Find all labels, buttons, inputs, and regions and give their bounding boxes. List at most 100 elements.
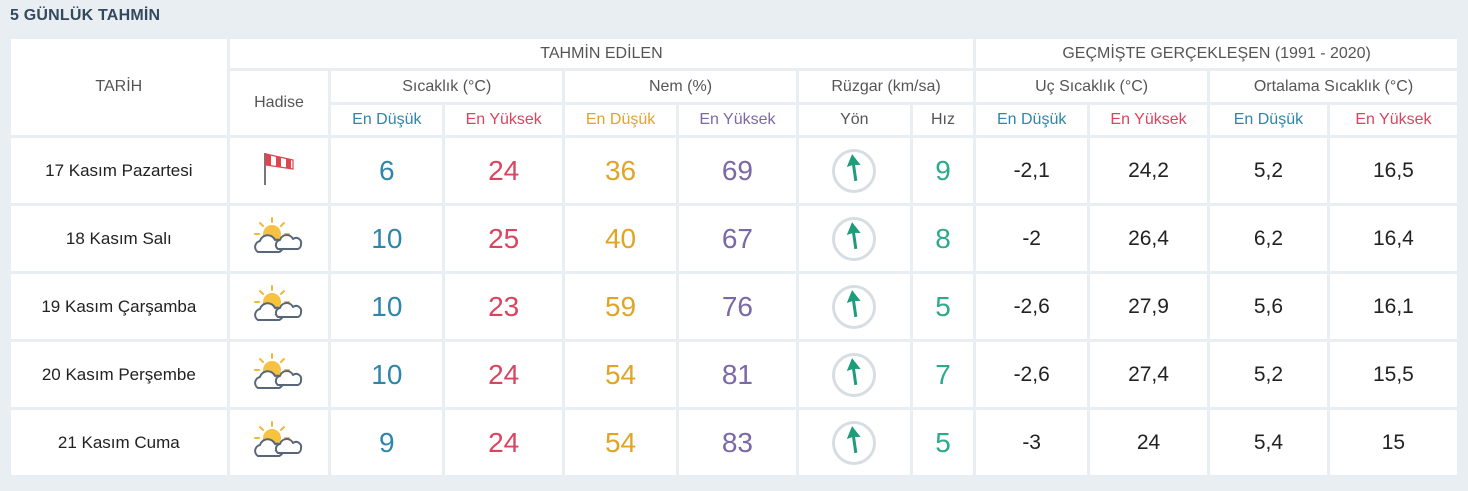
wind-direction-cell bbox=[798, 410, 910, 475]
temp-max: 23 bbox=[445, 274, 563, 339]
table-row: 20 Kasım Perşembe 10 24 54 81 7 -2,6 27,4 5,2 15,… bbox=[11, 342, 1457, 407]
wind-arrow-icon bbox=[844, 425, 864, 460]
header-ortalama-sicaklik: Ortalama Sıcaklık (°C) bbox=[1209, 71, 1457, 102]
wind-direction-cell bbox=[798, 274, 910, 339]
windsock-icon bbox=[257, 148, 301, 193]
average-min: 6,2 bbox=[1209, 206, 1327, 271]
extreme-min: -2,1 bbox=[976, 138, 1088, 203]
extreme-min: -3 bbox=[976, 410, 1088, 475]
forecast-table: TARİH TAHMİN EDİLEN GEÇMİŞTE GERÇEKLEŞEN… bbox=[8, 36, 1460, 478]
average-min: 5,6 bbox=[1209, 274, 1327, 339]
wind-speed: 5 bbox=[912, 274, 974, 339]
subheader-uc-min: En Düşük bbox=[976, 105, 1088, 135]
extreme-max: 24,2 bbox=[1090, 138, 1207, 203]
temp-max: 25 bbox=[445, 206, 563, 271]
average-max: 16,4 bbox=[1329, 206, 1457, 271]
wind-speed: 5 bbox=[912, 410, 974, 475]
header-ruzgar: Rüzgar (km/sa) bbox=[798, 71, 974, 102]
subheader-nem-min: En Düşük bbox=[565, 105, 676, 135]
wind-arrow-icon bbox=[844, 221, 864, 256]
humidity-min: 59 bbox=[565, 274, 676, 339]
header-nem: Nem (%) bbox=[565, 71, 796, 102]
temp-min: 10 bbox=[331, 274, 443, 339]
table-row: 17 Kasım Pazartesi 6 24 36 69 9 -2,1 24,2 5,2 16,… bbox=[11, 138, 1457, 203]
average-min: 5,2 bbox=[1209, 342, 1327, 407]
partly-cloudy-icon bbox=[252, 216, 306, 261]
wind-direction-compass bbox=[832, 284, 877, 329]
subheader-ortalama-max: En Yüksek bbox=[1329, 105, 1457, 135]
subheader-ortalama-min: En Düşük bbox=[1209, 105, 1327, 135]
wind-direction-cell bbox=[798, 206, 910, 271]
average-min: 5,2 bbox=[1209, 138, 1327, 203]
subheader-sicaklik-max: En Yüksek bbox=[445, 105, 563, 135]
temp-min: 10 bbox=[331, 206, 443, 271]
temp-max: 24 bbox=[445, 138, 563, 203]
header-tarih: TARİH bbox=[11, 39, 227, 135]
partly-cloudy-icon bbox=[252, 352, 306, 397]
humidity-max: 67 bbox=[678, 206, 796, 271]
humidity-min: 54 bbox=[565, 410, 676, 475]
table-row: 19 Kasım Çarşamba 10 23 59 76 5 -2,6 27,9 5,6 16,… bbox=[11, 274, 1457, 339]
day-date: 19 Kasım Çarşamba bbox=[11, 274, 227, 339]
humidity-max: 76 bbox=[678, 274, 796, 339]
temp-min: 10 bbox=[331, 342, 443, 407]
header-tahmin-edilen: TAHMİN EDİLEN bbox=[229, 39, 974, 68]
wind-speed: 9 bbox=[912, 138, 974, 203]
subheader-nem-max: En Yüksek bbox=[678, 105, 796, 135]
subheader-uc-max: En Yüksek bbox=[1090, 105, 1207, 135]
temp-max: 24 bbox=[445, 410, 563, 475]
partly-cloudy-icon bbox=[252, 284, 306, 329]
table-row: 21 Kasım Cuma 9 24 54 83 5 -3 24 5,4 15 bbox=[11, 410, 1457, 475]
wind-direction-compass bbox=[832, 352, 877, 397]
wind-direction-compass bbox=[832, 216, 877, 261]
average-max: 16,1 bbox=[1329, 274, 1457, 339]
header-sicaklik: Sıcaklık (°C) bbox=[331, 71, 563, 102]
extreme-min: -2,6 bbox=[976, 274, 1088, 339]
weather-cell bbox=[229, 138, 329, 203]
humidity-max: 83 bbox=[678, 410, 796, 475]
day-date: 21 Kasım Cuma bbox=[11, 410, 227, 475]
extreme-max: 27,9 bbox=[1090, 274, 1207, 339]
average-max: 15 bbox=[1329, 410, 1457, 475]
temp-min: 6 bbox=[331, 138, 443, 203]
humidity-min: 40 bbox=[565, 206, 676, 271]
weather-cell bbox=[229, 342, 329, 407]
extreme-min: -2 bbox=[976, 206, 1088, 271]
humidity-min: 54 bbox=[565, 342, 676, 407]
wind-arrow-icon bbox=[844, 357, 864, 392]
temp-min: 9 bbox=[331, 410, 443, 475]
extreme-max: 24 bbox=[1090, 410, 1207, 475]
subheader-hiz: Hız bbox=[912, 105, 974, 135]
humidity-max: 69 bbox=[678, 138, 796, 203]
weather-cell bbox=[229, 206, 329, 271]
partly-cloudy-icon bbox=[252, 420, 306, 465]
wind-direction-compass bbox=[832, 148, 877, 193]
day-date: 17 Kasım Pazartesi bbox=[11, 138, 227, 203]
extreme-max: 26,4 bbox=[1090, 206, 1207, 271]
day-date: 20 Kasım Perşembe bbox=[11, 342, 227, 407]
wind-direction-compass bbox=[832, 420, 877, 465]
wind-arrow-icon bbox=[844, 289, 864, 324]
average-min: 5,4 bbox=[1209, 410, 1327, 475]
wind-arrow-icon bbox=[844, 153, 864, 188]
day-date: 18 Kasım Salı bbox=[11, 206, 227, 271]
average-max: 16,5 bbox=[1329, 138, 1457, 203]
extreme-max: 27,4 bbox=[1090, 342, 1207, 407]
humidity-max: 81 bbox=[678, 342, 796, 407]
wind-direction-cell bbox=[798, 138, 910, 203]
wind-speed: 8 bbox=[912, 206, 974, 271]
header-uc-sicaklik: Uç Sıcaklık (°C) bbox=[976, 71, 1207, 102]
header-hadise: Hadise bbox=[229, 71, 329, 135]
extreme-min: -2,6 bbox=[976, 342, 1088, 407]
header-gecmiste-gerceklesen: GEÇMİŞTE GERÇEKLEŞEN (1991 - 2020) bbox=[976, 39, 1457, 68]
weather-cell bbox=[229, 274, 329, 339]
humidity-min: 36 bbox=[565, 138, 676, 203]
subheader-yon: Yön bbox=[798, 105, 910, 135]
weather-cell bbox=[229, 410, 329, 475]
page-title: 5 GÜNLÜK TAHMİN bbox=[10, 7, 161, 24]
table-row: 18 Kasım Salı 10 25 40 67 8 -2 26,4 6,2 16,4 bbox=[11, 206, 1457, 271]
average-max: 15,5 bbox=[1329, 342, 1457, 407]
subheader-sicaklik-min: En Düşük bbox=[331, 105, 443, 135]
wind-speed: 7 bbox=[912, 342, 974, 407]
temp-max: 24 bbox=[445, 342, 563, 407]
